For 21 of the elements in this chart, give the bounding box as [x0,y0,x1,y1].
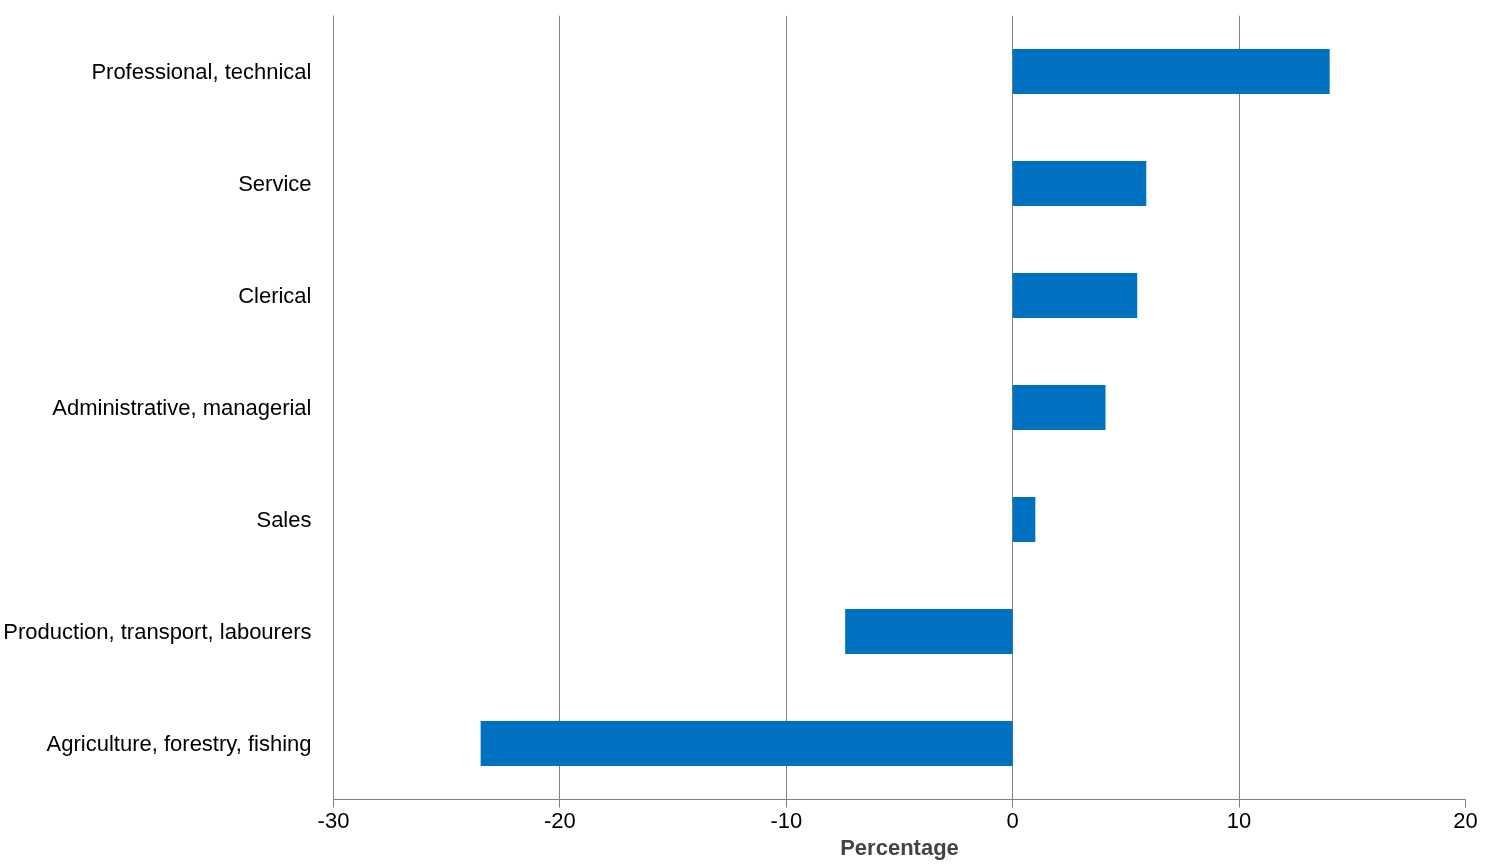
bar [1012,49,1330,94]
x-tick-label: -20 [544,807,576,833]
y-tick-label: Agriculture, forestry, fishing [46,731,312,756]
bar [1012,273,1138,318]
bar [1012,161,1147,206]
bar [480,721,1013,766]
y-tick-label: Sales [256,507,312,532]
x-tick-label: -30 [317,807,350,833]
y-tick-label: Production, transport, labourers [3,619,312,644]
bar [845,609,1013,654]
bar [1012,385,1106,430]
y-tick-label: Clerical [238,283,312,308]
y-tick-label: Professional, technical [91,59,312,84]
y-tick-label: Administrative, managerial [52,395,312,420]
x-tick-label: -10 [770,807,803,833]
bar [1012,497,1036,542]
y-tick-label: Service [238,171,312,196]
x-axis-title: Percentage [840,834,959,860]
x-tick-label: 0 [1006,807,1019,833]
x-tick-label: 10 [1226,807,1252,833]
x-tick-label: 20 [1453,807,1478,833]
